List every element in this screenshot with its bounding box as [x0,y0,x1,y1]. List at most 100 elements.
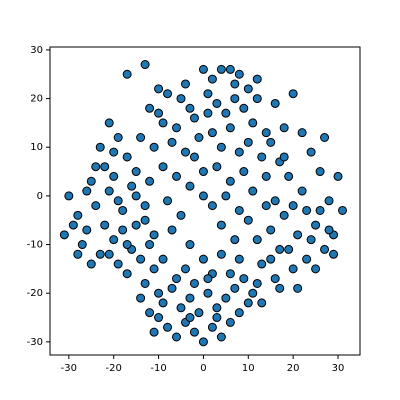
scatter-point [145,176,155,186]
scatter-point [279,210,289,220]
y-tick-label: 30 [30,45,43,56]
scatter-point [284,171,294,181]
scatter-point [127,181,137,191]
scatter-point [167,225,177,235]
scatter-point [198,254,208,264]
scatter-point [284,244,294,254]
scatter-point [257,298,267,308]
scatter-point [230,235,240,245]
y-tick-label: -10 [27,240,43,251]
x-tick-label: 0 [200,363,206,374]
scatter-point [315,205,325,215]
scatter-point [297,128,307,138]
plot-frame [49,46,361,356]
scatter-point [189,152,199,162]
scatter-point [154,288,164,298]
scatter-point [113,259,123,269]
y-tick-label: 0 [37,191,43,202]
scatter-point [172,123,182,133]
scatter-point [234,254,244,264]
scatter-point [243,215,253,225]
scatter-point [100,162,110,172]
scatter-point [234,205,244,215]
scatter-point [207,74,217,84]
scatter-point [176,303,186,313]
scatter-point [140,60,150,70]
scatter-point [275,283,285,293]
scatter-point [234,308,244,318]
scatter-point [288,264,298,274]
scatter-point [109,171,119,181]
scatter-point [122,240,132,250]
scatter-point [320,244,330,254]
y-tick-label: -20 [27,288,43,299]
scatter-point [82,186,92,196]
scatter-point [234,147,244,157]
scatter-point [216,220,226,230]
scatter-point [172,332,182,342]
scatter-point [100,220,110,230]
scatter-point [163,322,173,332]
scatter-point [158,118,168,128]
scatter-point [239,103,249,113]
y-tick-label: 10 [30,142,43,153]
scatter-point [203,288,213,298]
scatter-point [203,89,213,99]
scatter-point [270,98,280,108]
scatter-point [248,118,258,128]
scatter-point [180,79,190,89]
scatter-point [158,162,168,172]
x-tick-label: 10 [242,363,255,374]
scatter-point [261,128,271,138]
scatter-point [163,196,173,206]
scatter-point [302,254,312,264]
scatter-point [185,103,195,113]
scatter-point [104,186,114,196]
scatter-point [118,225,128,235]
scatter-point [252,278,262,288]
scatter-point [122,69,132,79]
scatter-point [59,230,69,240]
scatter-point [243,298,253,308]
scatter-point [198,64,208,74]
scatter-point [248,288,258,298]
scatter-point [77,240,87,250]
scatter-point [73,210,83,220]
scatter-point [140,278,150,288]
scatter-point [194,133,204,143]
scatter-point [198,167,208,177]
scatter-point [239,167,249,177]
scatter-point [302,205,312,215]
scatter-point [338,205,348,215]
scatter-point [154,313,164,323]
scatter-point [140,201,150,211]
scatter-point [167,137,177,147]
scatter-point [189,278,199,288]
scatter-point [136,293,146,303]
scatter-point [320,133,330,143]
scatter-point [216,332,226,342]
scatter-point [180,147,190,157]
x-tick-label: -30 [61,363,77,374]
scatter-point [163,89,173,99]
scatter-point [122,269,132,279]
scatter-point [207,201,217,211]
scatter-point [158,298,168,308]
scatter-point [176,210,186,220]
scatter-point [270,274,280,284]
scatter-point [257,152,267,162]
scatter-point [68,220,78,230]
scatter-point [172,274,182,284]
scatter-point [154,108,164,118]
scatter-point [221,191,231,201]
scatter-point [207,322,217,332]
scatter-point [324,196,334,206]
scatter-point [185,240,195,250]
scatter-point [109,235,119,245]
scatter-point [149,142,159,152]
scatter-point [230,283,240,293]
scatter-point [198,337,208,347]
scatter-point [113,196,123,206]
scatter-point [257,259,267,269]
